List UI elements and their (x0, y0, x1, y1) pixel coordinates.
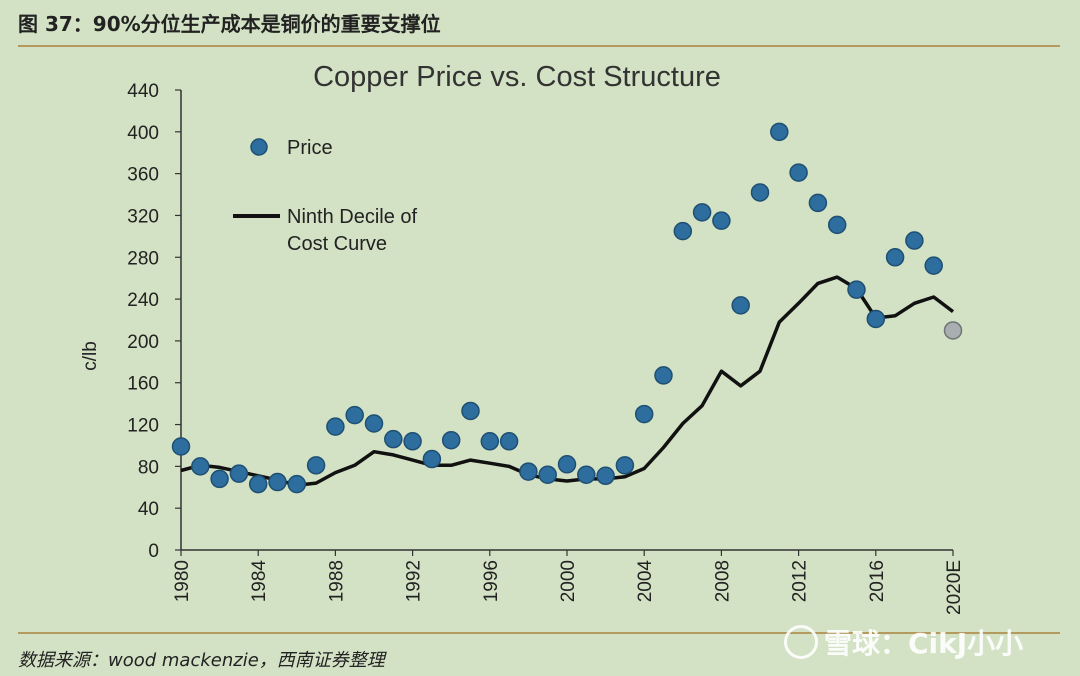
price-point (480, 432, 500, 451)
x-tick-label: 1988 (326, 560, 347, 602)
watermark: 雪球：CikJ小小 (784, 622, 1023, 662)
copper-chart: Copper Price vs. Cost Structure 0 40 80 120… (80, 61, 965, 615)
y-tick-label: 240 (127, 290, 159, 311)
price-point (519, 462, 538, 481)
price-point (905, 231, 924, 250)
x-tick-label: 1984 (249, 560, 270, 603)
price-point (596, 466, 615, 486)
price-point (210, 469, 229, 489)
price-point (191, 457, 210, 476)
y-tick-label: 40 (138, 499, 159, 520)
y-tick-label: 320 (127, 206, 159, 227)
snowball-logo-icon (784, 625, 818, 659)
y-tick-label: 120 (127, 416, 159, 437)
price-point (673, 221, 693, 241)
price-point (499, 432, 519, 451)
cost-curve-line (180, 275, 955, 487)
price-point (615, 456, 635, 475)
price-point (422, 449, 442, 469)
price-estimate-point (943, 321, 963, 340)
plot-area: 0 40 80 120 160 200 240 280 320 360 400 440 1980 1984… (127, 81, 965, 615)
y-tick-label: 400 (127, 123, 159, 144)
price-point (268, 472, 287, 492)
price-point (577, 465, 596, 484)
x-tick-label: 2004 (635, 560, 656, 603)
x-tick-label: 2016 (867, 560, 888, 602)
price-point (441, 430, 461, 450)
price-point (634, 404, 654, 424)
price-point (731, 296, 750, 315)
price-point (770, 122, 789, 142)
price-point (403, 432, 422, 451)
figure-title: 图 37：90%分位生产成本是铜价的重要支撑位 (18, 12, 441, 36)
price-point (924, 256, 943, 275)
legend-price-marker (250, 138, 268, 156)
price-point (287, 474, 307, 494)
x-tick-label: 2008 (712, 560, 733, 602)
price-point (538, 465, 557, 484)
x-tick-label: 1996 (481, 560, 502, 602)
y-tick-label: 280 (127, 248, 159, 269)
price-point (364, 414, 384, 433)
price-point (885, 248, 905, 267)
price-point (789, 163, 808, 182)
y-tick-label: 0 (148, 541, 159, 562)
top-rule (18, 45, 1060, 47)
legend-price-label: Price (287, 137, 333, 159)
watermark-text: 雪球：CikJ小小 (824, 627, 1024, 660)
bottom-rule (18, 632, 1060, 634)
price-point (692, 203, 712, 222)
y-tick-label: 80 (138, 457, 159, 478)
price-point (384, 429, 403, 449)
price-point (248, 474, 268, 494)
chart-title: Copper Price vs. Cost Structure (313, 61, 721, 93)
legend-cost-label: Ninth Decile of Cost Curve (287, 206, 423, 255)
x-tick-label: 2000 (558, 560, 579, 602)
source-note: 数据来源：wood mackenzie，西南证券整理 (18, 650, 385, 671)
x-tick-label: 2012 (790, 560, 811, 602)
price-point (808, 193, 828, 213)
y-tick-label: 160 (127, 374, 159, 395)
price-point (461, 401, 480, 421)
y-axis-label: c/lb (80, 341, 101, 371)
y-tick-label: 440 (127, 81, 159, 102)
price-point (712, 211, 731, 230)
price-point (827, 215, 847, 235)
y-tick-label: 200 (127, 332, 159, 353)
price-point (866, 309, 886, 329)
price-point (654, 366, 673, 385)
x-tick-label: 2020E (944, 560, 965, 615)
x-tick-label: 1980 (172, 560, 193, 602)
price-point (326, 417, 345, 436)
price-point (345, 405, 364, 425)
price-point (750, 183, 770, 202)
price-point (306, 456, 326, 475)
x-tick-label: 1992 (404, 560, 425, 602)
price-point (171, 437, 191, 456)
price-point (557, 455, 577, 474)
price-point (229, 464, 249, 483)
y-tick-label: 360 (127, 165, 159, 186)
price-point (847, 280, 866, 299)
